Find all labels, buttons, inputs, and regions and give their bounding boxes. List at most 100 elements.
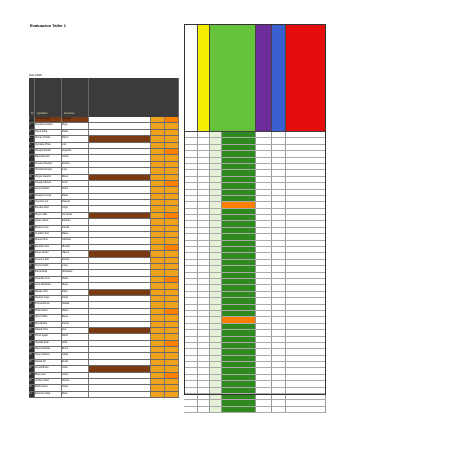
rubric-cell-green-light bbox=[210, 183, 222, 190]
year-label: Año 2015 bbox=[29, 73, 42, 77]
grade-average bbox=[151, 180, 165, 187]
rubric-cell-yellow bbox=[198, 394, 210, 401]
rubric-cell-green bbox=[222, 304, 256, 311]
rubric-cell-purple bbox=[256, 151, 272, 158]
student-row: 34 Salazar Pino Ana bbox=[29, 327, 179, 335]
grade-average bbox=[151, 219, 165, 225]
grade-cells bbox=[89, 302, 151, 308]
rubric-cell-green bbox=[222, 355, 256, 363]
rubric-cell-green bbox=[222, 163, 256, 171]
rubric-cell-green-light bbox=[210, 374, 222, 382]
row-number: 22 bbox=[29, 251, 35, 257]
student-apellidos: Torres Ayala bbox=[35, 334, 62, 340]
rubric-cell-blank bbox=[184, 381, 198, 388]
student-apellidos: Paredes Ruiz bbox=[35, 206, 62, 212]
rubric-cell-green bbox=[222, 406, 256, 414]
rubric-row bbox=[184, 272, 326, 279]
rubric-cell-purple bbox=[256, 304, 272, 311]
rubric-cell-yellow bbox=[198, 157, 210, 164]
row-number: 23 bbox=[29, 257, 35, 263]
grade-cells bbox=[89, 391, 151, 398]
grade-final bbox=[165, 251, 179, 257]
rubric-cell-purple bbox=[256, 138, 272, 145]
rubric-cell-green-light bbox=[210, 317, 222, 324]
rubric-row bbox=[184, 285, 326, 292]
student-nombres: Felipe bbox=[62, 295, 89, 302]
grade-cells bbox=[89, 155, 151, 161]
grade-final bbox=[165, 129, 179, 136]
rubric-row bbox=[184, 374, 326, 382]
student-nombres: Esteban bbox=[62, 219, 89, 225]
rubric-cell-blue bbox=[272, 240, 286, 248]
row-number: 4 bbox=[29, 136, 35, 142]
student-apellidos: Valencia Rojas bbox=[35, 347, 62, 353]
rubric-cell-green bbox=[222, 138, 256, 145]
rubric-cell-blank bbox=[184, 189, 198, 196]
grade-final bbox=[165, 161, 179, 168]
rubric-row bbox=[184, 291, 326, 299]
rubric-cell-blank bbox=[184, 144, 198, 152]
rubric-cell-purple bbox=[256, 394, 272, 401]
student-nombres: Santiago bbox=[62, 117, 89, 123]
rubric-row bbox=[184, 221, 326, 228]
student-row: 33 Rios Molina Tomas bbox=[29, 321, 179, 328]
rubric-row bbox=[184, 208, 326, 216]
grade-final bbox=[165, 136, 179, 142]
grade-final bbox=[165, 238, 179, 244]
grade-average bbox=[151, 340, 165, 347]
rubric-cell-green-light bbox=[210, 285, 222, 292]
student-row: 23 Guerrero Paz Andrés bbox=[29, 257, 179, 264]
rubric-cell-purple bbox=[256, 342, 272, 350]
student-nombres: Marco bbox=[62, 136, 89, 142]
grade-average bbox=[151, 379, 165, 385]
rubric-cell-blank bbox=[184, 355, 198, 363]
grade-average bbox=[151, 276, 165, 283]
grade-final bbox=[165, 123, 179, 129]
grade-average bbox=[151, 123, 165, 129]
student-nombres: Sebastian bbox=[62, 270, 89, 276]
rubric-cell-yellow bbox=[198, 336, 210, 343]
rubric-cell-yellow bbox=[198, 406, 210, 414]
rubric-cell-blue bbox=[272, 362, 286, 369]
grade-average bbox=[151, 391, 165, 398]
rubric-row bbox=[184, 342, 326, 350]
grade-cells bbox=[89, 142, 151, 148]
student-nombres: Valeria bbox=[62, 251, 89, 257]
rubric-cell-blue bbox=[272, 195, 286, 203]
student-nombres: Lucia bbox=[62, 263, 89, 270]
student-nombres: Isabel bbox=[62, 353, 89, 359]
rubric-cell-blue bbox=[272, 144, 286, 152]
rubric-cell-purple bbox=[256, 144, 272, 152]
rubric-cell-green-light bbox=[210, 144, 222, 152]
student-row: 37 Valencia Rojas Bruno bbox=[29, 347, 179, 354]
student-nombres: Andrés bbox=[62, 257, 89, 263]
rubric-cell-purple bbox=[256, 189, 272, 196]
rubric-cell-green-light bbox=[210, 163, 222, 171]
row-number: 20 bbox=[29, 238, 35, 244]
rubric-cell-blue bbox=[272, 183, 286, 190]
student-row: 1 Andrade Hugo Santiago bbox=[29, 117, 179, 124]
rubric-cell-blank bbox=[184, 163, 198, 171]
grade-cells bbox=[89, 168, 151, 174]
student-apellidos: Quintana Pinza bbox=[35, 142, 62, 148]
rubric-cell-blank bbox=[184, 278, 198, 286]
rubric-cell-blue bbox=[272, 381, 286, 388]
student-apellidos: Sarango Teresa bbox=[35, 193, 62, 200]
student-nombres: Emilio bbox=[62, 359, 89, 366]
rubric-cell-green bbox=[222, 285, 256, 292]
grade-average bbox=[151, 308, 165, 315]
student-nombres: Javier bbox=[62, 372, 89, 379]
student-nombres: Ana bbox=[62, 327, 89, 334]
row-number: 1 bbox=[29, 117, 35, 123]
grade-cells bbox=[89, 340, 151, 347]
grade-cells bbox=[89, 379, 151, 385]
rubric-cell-blue bbox=[272, 317, 286, 324]
grade-cells bbox=[89, 225, 151, 232]
student-apellidos: Tacuri Sofia bbox=[35, 129, 62, 136]
rubric-cell-green bbox=[222, 310, 256, 318]
student-nombres: Monica bbox=[62, 379, 89, 385]
student-row: 28 Macias Ortiz Karla bbox=[29, 289, 179, 296]
rubric-row bbox=[184, 247, 326, 254]
grade-cells bbox=[89, 251, 151, 257]
student-nombres: Jorge bbox=[62, 206, 89, 212]
